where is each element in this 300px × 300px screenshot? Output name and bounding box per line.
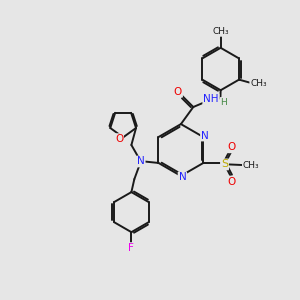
Text: O: O — [227, 176, 236, 187]
Text: N: N — [178, 172, 186, 182]
Text: CH₃: CH₃ — [250, 79, 267, 88]
Text: N: N — [201, 130, 209, 141]
Text: O: O — [174, 87, 182, 97]
Text: H: H — [220, 98, 227, 107]
Text: S: S — [221, 159, 228, 170]
Text: O: O — [227, 142, 236, 152]
Text: F: F — [128, 243, 134, 253]
Text: N: N — [137, 157, 145, 166]
Text: NH: NH — [203, 94, 219, 104]
Text: CH₃: CH₃ — [212, 27, 229, 36]
Text: O: O — [115, 134, 123, 144]
Text: CH₃: CH₃ — [243, 160, 260, 169]
